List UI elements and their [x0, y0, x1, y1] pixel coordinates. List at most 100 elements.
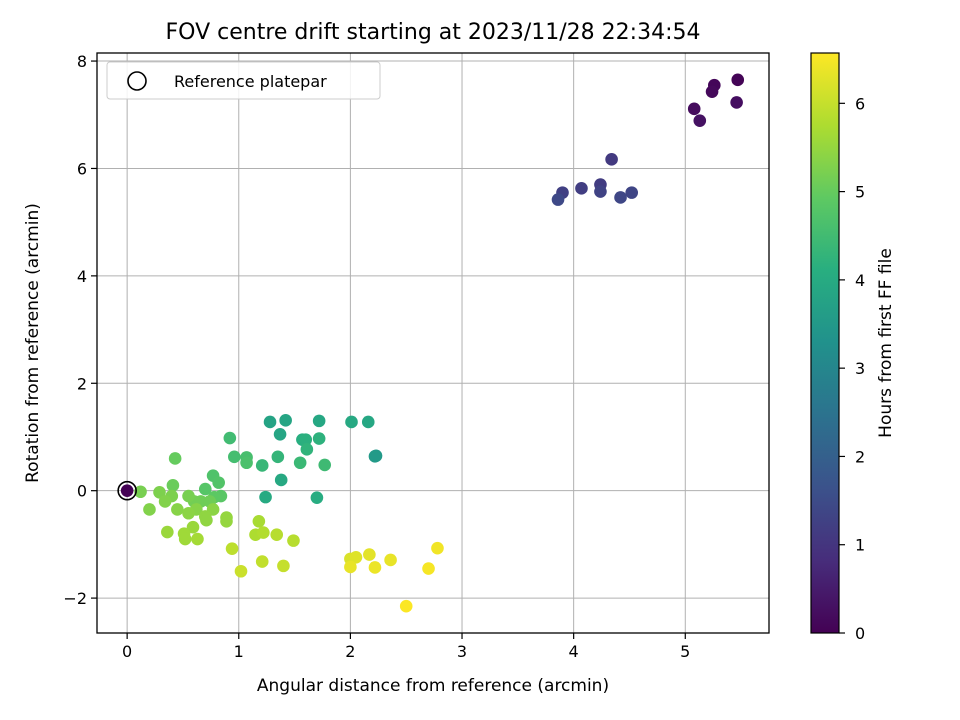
legend-box	[106, 61, 381, 100]
data-point	[228, 450, 241, 464]
y-tick-label: 2	[77, 374, 87, 393]
data-point	[705, 85, 719, 98]
data-point	[120, 484, 134, 497]
data-point	[300, 443, 314, 456]
colorbar-tick-label: 6	[855, 94, 865, 113]
x-tick-label: 2	[345, 642, 355, 661]
y-axis-ticks: −2 0 2 4 6 8	[63, 52, 97, 608]
x-tick-label: 5	[680, 642, 690, 661]
data-point	[158, 495, 172, 508]
data-point	[293, 456, 307, 470]
data-point	[198, 482, 212, 496]
data-point	[273, 427, 287, 441]
data-point	[223, 431, 237, 445]
colorbar-label: Hours from first FF file	[876, 248, 896, 438]
data-point	[349, 550, 363, 564]
y-axis-label: Rotation from reference (arcmin)	[23, 203, 43, 483]
x-axis-label: Angular distance from reference (arcmin)	[257, 676, 609, 696]
data-point	[318, 458, 332, 472]
data-point	[220, 514, 233, 528]
y-tick-label: −2	[63, 589, 87, 608]
data-point	[422, 562, 435, 575]
data-point	[274, 473, 288, 487]
data-point	[361, 415, 375, 429]
data-point	[344, 560, 357, 574]
data-point	[594, 185, 607, 198]
data-point	[182, 506, 195, 520]
data-point	[614, 191, 627, 204]
colorbar	[810, 52, 840, 634]
y-tick-label: 6	[77, 159, 87, 178]
data-point	[368, 450, 382, 463]
chart-title: FOV centre drift starting at 2023/11/28 …	[166, 20, 701, 45]
colorbar-ticks: 0 1 2 3 4 5 6	[839, 94, 865, 643]
plot-frame	[96, 52, 770, 634]
data-point	[693, 114, 707, 127]
data-point	[225, 542, 239, 555]
legend-entry-reference: Reference platepar	[174, 72, 327, 91]
x-axis-ticks: 0 1 2 3 4 5	[122, 633, 690, 661]
reference-point	[117, 480, 137, 501]
data-point	[368, 561, 382, 574]
legend-marker	[127, 71, 147, 91]
y-tick-label: 4	[77, 267, 87, 286]
colorbar-tick-label: 1	[855, 536, 865, 555]
data-point	[212, 476, 225, 489]
colorbar-tick-label: 5	[855, 183, 865, 202]
data-point	[399, 599, 413, 613]
legend: Reference platepar	[106, 61, 381, 100]
data-point	[575, 182, 588, 195]
data-point	[200, 513, 213, 527]
data-point	[257, 526, 270, 539]
colorbar-tick-label: 2	[855, 447, 865, 466]
data-point	[625, 186, 638, 199]
data-point	[234, 564, 248, 578]
data-point	[345, 415, 358, 429]
colorbar-tick-label: 4	[855, 271, 865, 290]
data-point	[687, 102, 701, 116]
data-point	[186, 520, 200, 534]
data-point	[252, 514, 266, 528]
data-point	[182, 489, 195, 503]
x-tick-label: 4	[569, 642, 579, 661]
x-tick-label: 3	[457, 642, 467, 661]
data-point	[271, 450, 285, 464]
x-tick-label: 0	[122, 642, 132, 661]
data-point	[299, 433, 313, 446]
x-tick-label: 1	[234, 642, 244, 661]
data-point	[287, 534, 300, 547]
data-point	[259, 490, 272, 504]
data-point	[255, 555, 269, 568]
colorbar-tick-label: 3	[855, 359, 865, 378]
data-point	[312, 432, 326, 445]
scatter-points	[120, 73, 745, 613]
data-point	[134, 485, 147, 499]
data-point	[171, 503, 184, 516]
data-point	[270, 528, 284, 542]
data-point	[312, 414, 326, 428]
data-point	[731, 73, 745, 87]
data-point	[279, 414, 292, 427]
data-point	[178, 532, 192, 546]
data-point	[168, 452, 182, 465]
colorbar-tick-label: 0	[855, 624, 865, 643]
data-point	[730, 96, 743, 109]
data-point	[191, 532, 204, 546]
grid	[97, 53, 769, 633]
data-point	[384, 553, 397, 567]
data-point	[161, 525, 174, 539]
data-point	[263, 415, 277, 429]
y-tick-label: 8	[77, 52, 87, 71]
data-point	[240, 456, 253, 470]
data-point	[605, 153, 618, 166]
data-point	[431, 541, 444, 555]
data-point	[153, 485, 166, 499]
data-point	[277, 559, 290, 573]
data-point	[143, 503, 156, 516]
data-point	[166, 479, 180, 492]
data-point	[310, 491, 324, 504]
data-point	[551, 193, 565, 206]
data-point	[255, 459, 269, 472]
data-point	[363, 548, 376, 561]
